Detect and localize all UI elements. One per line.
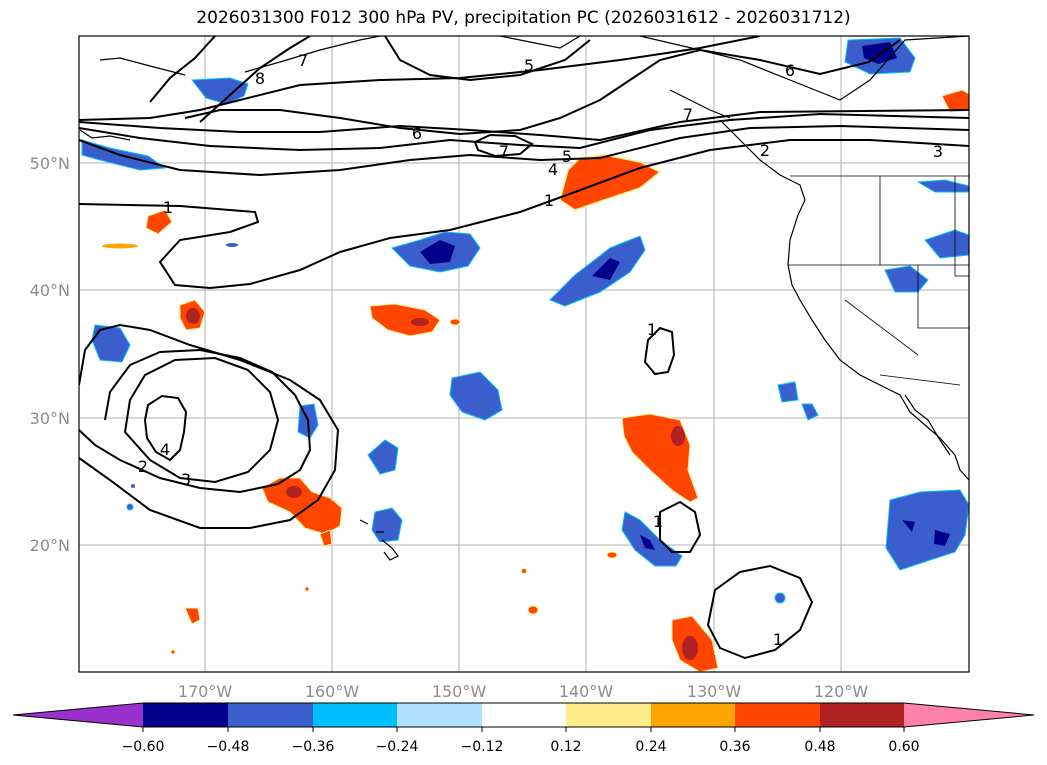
colorbar-tick-label: −0.12 [461,739,504,755]
pv-label: 6 [412,124,422,143]
pv-contour-1-east [643,326,676,376]
map-panel [79,36,969,672]
pos-area-150w [369,303,441,337]
lon-label: 140°W [559,682,614,701]
colorbar-bin [651,703,735,727]
pv-label: 1 [163,198,173,217]
pv-label: 3 [181,470,191,489]
pv-contour-3 [79,112,969,152]
pv-label: 1 [653,512,663,531]
lon-label: 160°W [305,682,360,701]
neg-area-se [885,489,969,571]
pv-contour-1-se [706,564,814,660]
pv-label: 1 [647,320,657,339]
colorbar-bin [313,703,397,727]
longitude-labels: 170°W 160°W 150°W 140°W 130°W 120°W [178,682,869,701]
pv-label: 7 [683,105,693,124]
neg-area-alaska [191,77,249,105]
pv-contour-1-main [79,139,969,290]
colorbar-tick-label: 0.36 [719,739,750,755]
pv-label: 3 [933,142,943,161]
pv-contour-ring-1 [79,323,340,529]
neg-area-134w [621,511,683,567]
colorbar-bin [482,703,566,727]
colorbar-bin [143,703,228,727]
colorbar-tick-label: −0.24 [376,739,419,755]
pv-contour-ring-3 [123,356,280,484]
lat-label: 30°N [30,409,70,428]
pv-label: 4 [160,440,170,459]
colorbar-tick-label: −0.36 [292,739,335,755]
pv-contour-ring-2 [79,348,312,494]
colorbar-bin [735,703,820,727]
colorbar-bin [397,703,482,727]
lon-label: 170°W [178,682,233,701]
pv-contour-6 [149,36,216,103]
lat-label: 20°N [30,536,70,555]
colorbar-tick-label: 0.60 [888,739,919,755]
pv-contour-labels: 1 1 1 1 1 2 2 3 3 4 4 5 5 6 6 7 7 7 8 [138,51,943,649]
pv-contour-ring-4 [143,394,188,462]
pv-contour-1-south [659,500,702,553]
pv-label: 7 [298,51,308,70]
colorbar-extend-high [904,703,1034,727]
pv-contours [79,36,969,660]
pv-contour-4 [79,109,969,142]
colorbar-tick-label: 0.12 [550,739,581,755]
neg-area-155w [367,439,399,475]
colorbar-bin [820,703,904,727]
pv-contour-2 [79,124,969,177]
figure-title: 2026031300 F012 300 hPa PV, precipitatio… [196,8,851,28]
political-borders [788,175,969,386]
lon-label: 120°W [814,682,869,701]
positive-precip-areas [145,89,969,672]
pv-label: 7 [499,142,509,161]
colorbar-bin [566,703,651,727]
colorbar-extend-low [13,703,143,727]
lon-label: 150°W [432,682,487,701]
colorbar-tick-label: 0.48 [804,739,835,755]
pv-label: 5 [562,147,572,166]
pos-area-jet [559,154,662,211]
colorbar: −0.60 −0.48 −0.36 −0.24 −0.12 0.12 0.24 … [12,702,1035,755]
graticule [79,36,969,672]
lat-label: 50°N [30,154,70,173]
lat-label: 40°N [30,281,70,300]
pv-label: 5 [524,56,534,75]
neg-area-152w [449,371,503,421]
pv-label: 2 [138,457,148,476]
pv-contour-7b [473,133,534,158]
pv-contour-6b [184,39,901,136]
pv-contour-8 [384,36,591,82]
pos-area-166w [145,209,173,235]
neg-area-nevada [884,265,929,293]
colorbar-tick-label: −0.48 [207,739,250,755]
pos-area-162w [261,477,343,535]
neg-area-hawaii [371,507,403,543]
latitude-labels: 50°N 40°N 30°N 20°N [30,154,70,555]
pv-label: 1 [544,191,554,210]
colorbar-tick-label: 0.24 [635,739,666,755]
pv-label: 4 [548,160,558,179]
pv-contour-5 [79,36,761,121]
pv-label: 8 [255,69,265,88]
map-frame [78,35,970,673]
pv-label: 1 [773,630,783,649]
pv-label: 2 [760,141,770,160]
lon-label: 130°W [687,682,742,701]
colorbar-bin [228,703,313,727]
colorbar-tick-label: −0.60 [122,739,165,755]
pv-contour-7 [199,36,311,123]
pv-label: 6 [785,61,795,80]
